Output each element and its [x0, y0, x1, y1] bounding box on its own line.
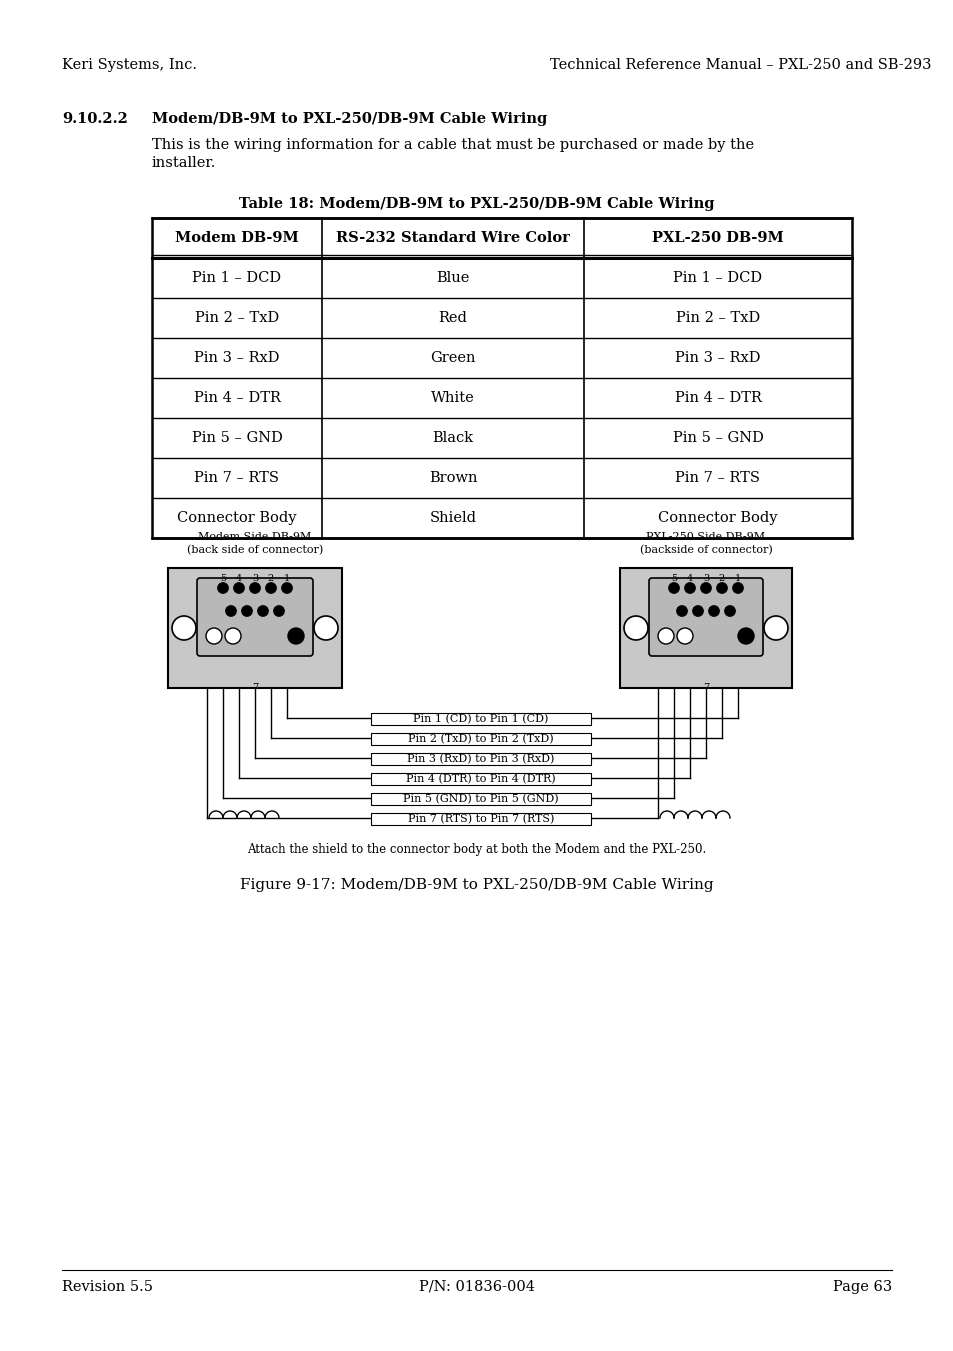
- Circle shape: [274, 605, 284, 616]
- Text: Modem DB-9M: Modem DB-9M: [175, 231, 298, 245]
- FancyBboxPatch shape: [648, 578, 762, 657]
- Circle shape: [658, 628, 673, 644]
- Text: 3: 3: [252, 574, 258, 584]
- Text: Pin 2 – TxD: Pin 2 – TxD: [675, 311, 760, 326]
- Text: Red: Red: [438, 311, 467, 326]
- Bar: [371, 713, 590, 725]
- Text: PXL-250 DB-9M: PXL-250 DB-9M: [652, 231, 783, 245]
- Bar: [152, 218, 851, 538]
- Circle shape: [668, 582, 679, 593]
- Text: Black: Black: [432, 431, 473, 444]
- Circle shape: [738, 628, 753, 644]
- Circle shape: [265, 582, 276, 593]
- Text: Pin 1 – DCD: Pin 1 – DCD: [673, 272, 761, 285]
- Text: This is the wiring information for a cable that must be purchased or made by the: This is the wiring information for a cab…: [152, 138, 753, 153]
- Text: Pin 7 (RTS) to Pin 7 (RTS): Pin 7 (RTS) to Pin 7 (RTS): [407, 813, 554, 824]
- Circle shape: [257, 605, 268, 616]
- Text: Green: Green: [430, 351, 476, 365]
- Text: Attach the shield to the connector body at both the Modem and the PXL-250.: Attach the shield to the connector body …: [247, 843, 706, 857]
- Text: Brown: Brown: [428, 471, 476, 485]
- Text: Pin 5 – GND: Pin 5 – GND: [672, 431, 762, 444]
- Text: Keri Systems, Inc.: Keri Systems, Inc.: [62, 58, 196, 72]
- Circle shape: [708, 605, 719, 616]
- Text: Connector Body: Connector Body: [177, 511, 296, 526]
- Text: Pin 2 – TxD: Pin 2 – TxD: [194, 311, 279, 326]
- Circle shape: [732, 582, 742, 593]
- Text: P/N: 01836-004: P/N: 01836-004: [418, 1279, 535, 1294]
- Bar: [619, 567, 791, 688]
- Text: White: White: [431, 390, 475, 405]
- Circle shape: [723, 605, 735, 616]
- Text: Pin 7 – RTS: Pin 7 – RTS: [675, 471, 760, 485]
- Text: Revision 5.5: Revision 5.5: [62, 1279, 152, 1294]
- Text: Table 18: Modem/DB-9M to PXL-250/DB-9M Cable Wiring: Table 18: Modem/DB-9M to PXL-250/DB-9M C…: [239, 197, 714, 211]
- Text: Pin 1 – DCD: Pin 1 – DCD: [193, 272, 281, 285]
- Circle shape: [233, 582, 244, 593]
- Text: installer.: installer.: [152, 155, 216, 170]
- Text: PXL-250 Side DB-9M: PXL-250 Side DB-9M: [646, 532, 764, 542]
- Text: 1: 1: [284, 574, 290, 584]
- Text: (back side of connector): (back side of connector): [187, 544, 323, 555]
- Bar: [371, 793, 590, 805]
- Text: Modem/DB-9M to PXL-250/DB-9M Cable Wiring: Modem/DB-9M to PXL-250/DB-9M Cable Wirin…: [152, 112, 547, 126]
- Text: Pin 5 – GND: Pin 5 – GND: [192, 431, 282, 444]
- Text: 4: 4: [686, 574, 693, 584]
- Text: 5: 5: [220, 574, 226, 584]
- Text: Blue: Blue: [436, 272, 469, 285]
- Text: Pin 5 (GND) to Pin 5 (GND): Pin 5 (GND) to Pin 5 (GND): [403, 794, 558, 804]
- Circle shape: [217, 582, 229, 593]
- Text: 1: 1: [734, 574, 740, 584]
- Text: Pin 7 – RTS: Pin 7 – RTS: [194, 471, 279, 485]
- Circle shape: [225, 628, 241, 644]
- Text: Pin 4 – DTR: Pin 4 – DTR: [674, 390, 760, 405]
- Text: Page 63: Page 63: [832, 1279, 891, 1294]
- Text: 7: 7: [252, 684, 258, 692]
- Text: Pin 3 – RxD: Pin 3 – RxD: [194, 351, 279, 365]
- Circle shape: [250, 582, 260, 593]
- Bar: [168, 567, 341, 688]
- Text: 3: 3: [702, 574, 708, 584]
- Bar: [371, 753, 590, 765]
- Circle shape: [716, 582, 727, 593]
- Text: Pin 2 (TxD) to Pin 2 (TxD): Pin 2 (TxD) to Pin 2 (TxD): [408, 734, 554, 744]
- Text: Pin 4 (DTR) to Pin 4 (DTR): Pin 4 (DTR) to Pin 4 (DTR): [406, 774, 556, 784]
- Bar: [371, 773, 590, 785]
- Text: 2: 2: [268, 574, 274, 584]
- Circle shape: [288, 628, 304, 644]
- Circle shape: [281, 582, 293, 593]
- Text: 5: 5: [670, 574, 677, 584]
- Text: Connector Body: Connector Body: [658, 511, 777, 526]
- Text: (backside of connector): (backside of connector): [639, 544, 772, 555]
- Text: Figure 9-17: Modem/DB-9M to PXL-250/DB-9M Cable Wiring: Figure 9-17: Modem/DB-9M to PXL-250/DB-9…: [240, 878, 713, 892]
- Text: Technical Reference Manual – PXL-250 and SB-293: Technical Reference Manual – PXL-250 and…: [550, 58, 930, 72]
- Circle shape: [206, 628, 222, 644]
- Text: Pin 3 – RxD: Pin 3 – RxD: [675, 351, 760, 365]
- Circle shape: [225, 605, 236, 616]
- Circle shape: [684, 582, 695, 593]
- Text: Modem Side DB-9M: Modem Side DB-9M: [198, 532, 312, 542]
- Text: Shield: Shield: [429, 511, 476, 526]
- Text: 4: 4: [235, 574, 242, 584]
- Text: Pin 1 (CD) to Pin 1 (CD): Pin 1 (CD) to Pin 1 (CD): [413, 713, 548, 724]
- Circle shape: [763, 616, 787, 640]
- Circle shape: [676, 605, 687, 616]
- Circle shape: [623, 616, 647, 640]
- Text: 9.10.2.2: 9.10.2.2: [62, 112, 128, 126]
- Circle shape: [314, 616, 337, 640]
- Circle shape: [172, 616, 195, 640]
- Text: Pin 4 – DTR: Pin 4 – DTR: [193, 390, 280, 405]
- Text: Pin 3 (RxD) to Pin 3 (RxD): Pin 3 (RxD) to Pin 3 (RxD): [407, 754, 554, 765]
- Text: RS-232 Standard Wire Color: RS-232 Standard Wire Color: [335, 231, 569, 245]
- Circle shape: [677, 628, 692, 644]
- Bar: [371, 813, 590, 825]
- Circle shape: [700, 582, 711, 593]
- Bar: [371, 734, 590, 744]
- Circle shape: [692, 605, 702, 616]
- Circle shape: [241, 605, 253, 616]
- Text: 2: 2: [719, 574, 724, 584]
- FancyBboxPatch shape: [196, 578, 313, 657]
- Text: 7: 7: [702, 684, 708, 692]
